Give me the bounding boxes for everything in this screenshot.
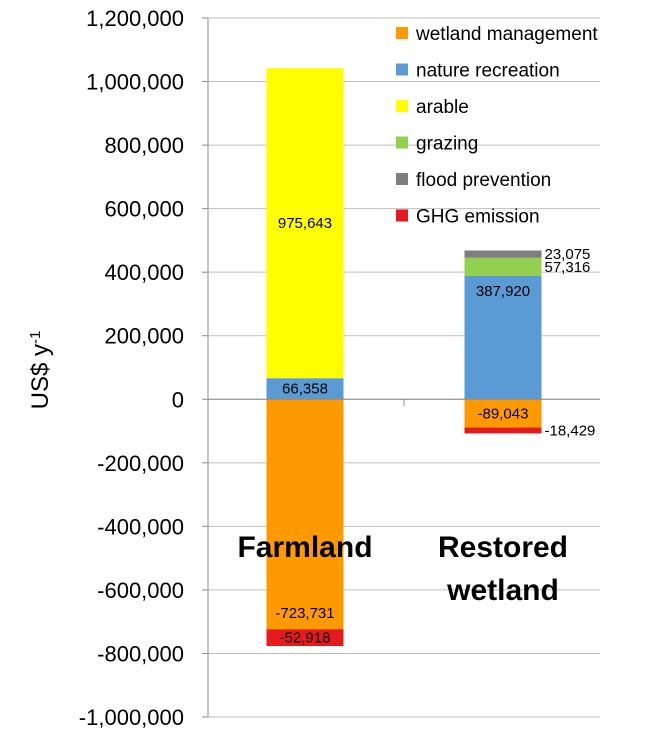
legend: wetland management nature recreation arabl… [396, 24, 598, 228]
bar-segment-wetland-management [464, 399, 542, 428]
bar-segment-ghg-emission [464, 427, 542, 434]
y-tick-label: -600,000 [97, 578, 184, 603]
bar-segment-nature-recreation [266, 378, 344, 400]
y-tick-label: 0 [172, 387, 184, 412]
legend-label: wetland management [415, 24, 598, 45]
data-label: 387,920 [476, 283, 530, 300]
y-tick-label: -1,000,000 [79, 705, 184, 730]
legend-swatch-wetland-management [396, 27, 408, 39]
data-label: 23,075 [545, 246, 591, 263]
bars [266, 68, 542, 647]
category-label: Farmland [237, 531, 372, 564]
y-tick-label: -800,000 [97, 641, 184, 666]
legend-label: grazing [416, 134, 478, 155]
bar-segment-grazing [464, 257, 542, 277]
data-label: 66,358 [282, 381, 328, 398]
legend-swatch-nature-recreation [396, 63, 408, 76]
data-label: -89,043 [478, 405, 529, 422]
data-label: 57,316 [545, 259, 591, 276]
y-tick-label: 1,200,000 [86, 6, 184, 31]
y-tick-label: 800,000 [104, 133, 184, 158]
category-label: Restored [438, 531, 568, 564]
legend-label: flood prevention [416, 170, 551, 191]
legend-label: nature recreation [416, 61, 560, 82]
bar-segment-wetland-management [266, 399, 344, 630]
bar-segment-ghg-emission [266, 629, 344, 647]
data-labels: 66,358 975,643 -52,918 -723,731 387,920 57,31… [275, 215, 595, 646]
data-label: 975,643 [278, 215, 332, 232]
bar-segment-nature-recreation [464, 276, 542, 400]
bar-segment-flood-prevention [464, 250, 542, 258]
legend-label: GHG emission [416, 207, 540, 228]
legend-swatch-flood-prevention [396, 173, 408, 185]
legend-swatch-ghg-emission [396, 209, 408, 222]
legend-swatch-arable [396, 100, 408, 112]
y-tick-label: 600,000 [104, 197, 184, 222]
data-label: -18,429 [545, 422, 596, 439]
axes: 1,200,000 1,000,000 800,000 600,000 400,000 2… [79, 6, 600, 730]
y-tick-label: 400,000 [104, 260, 184, 285]
y-tick-label: 200,000 [104, 324, 184, 349]
y-tick-label: 1,000,000 [86, 70, 184, 95]
data-label: -52,918 [280, 630, 331, 647]
y-tick-label: -400,000 [97, 514, 184, 539]
data-label: -723,731 [275, 605, 334, 622]
legend-label: arable [416, 97, 469, 118]
legend-swatch-grazing [396, 136, 408, 149]
y-tick-label: -200,000 [97, 451, 184, 476]
y-axis-title: US$ y-1 [27, 331, 55, 410]
bar-segment-arable [266, 68, 344, 379]
category-label: wetland [446, 574, 559, 607]
category-labels: Farmland Restored wetland [237, 531, 568, 607]
